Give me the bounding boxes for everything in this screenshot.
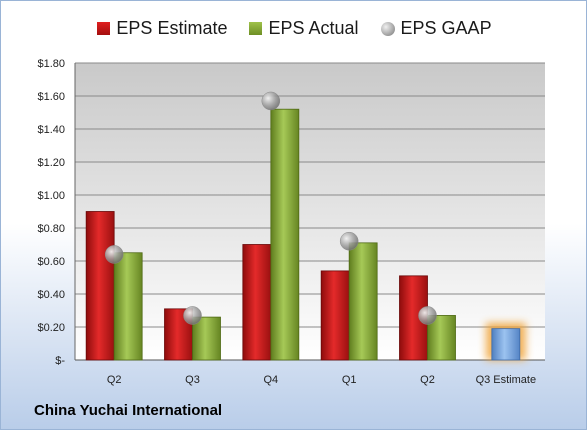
- x-tick-label: Q3: [185, 374, 200, 386]
- bar-eps-actual: [348, 242, 378, 361]
- bar-eps-actual: [113, 252, 143, 361]
- x-tick-label: Q2: [107, 374, 122, 386]
- legend-label-eps-estimate: EPS Estimate: [116, 18, 228, 38]
- y-tick-label: $1.40: [37, 124, 65, 136]
- bar-eps-actual: [192, 316, 221, 361]
- legend-swatch-eps-estimate: [97, 22, 111, 35]
- x-tick-label: Q3 Estimate: [476, 374, 537, 386]
- point-eps-gaap: [339, 231, 359, 251]
- point-eps-gaap: [104, 245, 124, 264]
- x-tick-label: Q2: [420, 374, 435, 386]
- legend-label-eps-gaap: EPS GAAP: [400, 18, 492, 38]
- legend-item-eps-gaap: EPS GAAP: [380, 18, 492, 39]
- bar-eps-estimate: [85, 211, 115, 361]
- y-tick-label: $0.60: [37, 256, 65, 268]
- legend: EPS Estimate EPS Actual EPS GAAP: [1, 18, 587, 39]
- bar-eps-estimate: [242, 244, 272, 361]
- point-eps-gaap: [418, 306, 437, 325]
- point-eps-gaap: [261, 91, 281, 111]
- y-tick-label: $1.80: [37, 58, 65, 70]
- legend-swatch-eps-gaap: [380, 21, 395, 36]
- bar-eps-actual: [270, 108, 300, 361]
- y-tick-label: $-: [55, 355, 65, 367]
- bar-q3-estimate: [491, 328, 521, 361]
- plot-area: [75, 63, 545, 360]
- legend-item-eps-actual: EPS Actual: [249, 18, 359, 39]
- y-tick-label: $1.00: [37, 190, 65, 202]
- legend-label-eps-actual: EPS Actual: [268, 18, 359, 38]
- y-tick-label: $0.20: [37, 322, 65, 334]
- y-tick-label: $1.20: [37, 157, 65, 169]
- legend-swatch-eps-actual: [249, 22, 263, 35]
- point-eps-gaap: [183, 306, 202, 325]
- y-tick-label: $0.80: [37, 223, 65, 235]
- x-tick-label: Q1: [342, 374, 357, 386]
- bar-eps-actual: [427, 315, 456, 361]
- y-tick-label: $0.40: [37, 289, 65, 301]
- legend-item-eps-estimate: EPS Estimate: [97, 18, 227, 39]
- bar-eps-estimate: [320, 270, 350, 361]
- y-tick-label: $1.60: [37, 91, 65, 103]
- x-tick-label: Q4: [263, 374, 278, 386]
- company-name: China Yuchai International: [34, 402, 223, 419]
